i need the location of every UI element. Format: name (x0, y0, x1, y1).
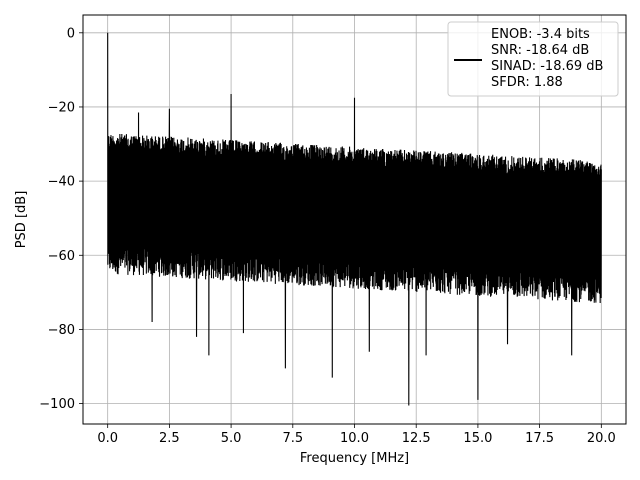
legend-box (447, 21, 619, 97)
plot-area (107, 32, 602, 406)
legend-label-line: ENOB: -3.4 bits (491, 27, 590, 42)
y-tick-label: −40 (48, 175, 75, 190)
y-tick-label: −100 (39, 397, 75, 412)
psd-series-line (107, 32, 602, 406)
legend-label-line: SFDR: 1.88 (491, 75, 563, 90)
y-tick-label: −80 (48, 323, 75, 338)
x-tick-label: 15.0 (463, 431, 492, 446)
legend-label: ENOB: -3.4 bits SNR: -18.64 dB SINAD: -18.… (491, 27, 603, 90)
x-tick-label: 5.0 (221, 431, 242, 446)
x-tick-label: 0.0 (97, 431, 118, 446)
y-tick-label: 0 (67, 26, 75, 41)
y-axis-label: PSD [dB] (14, 191, 29, 249)
x-tick-label: 12.5 (402, 431, 431, 446)
x-tick-label: 2.5 (159, 431, 180, 446)
x-tick-label: 17.5 (525, 431, 554, 446)
legend: ENOB: -3.4 bits SNR: -18.64 dB SINAD: -18.… (447, 21, 619, 97)
legend-label-line: SINAD: -18.69 dB (491, 59, 603, 74)
y-tick-label: −60 (48, 249, 75, 264)
legend-label-line: SNR: -18.64 dB (491, 43, 589, 58)
ticks: 0.0 2.5 5.0 7.5 10.0 12.5 15.0 17.5 20.0 0 −20 −40 −… (39, 26, 616, 446)
y-tick-label: −20 (48, 100, 75, 115)
x-tick-label: 10.0 (340, 431, 369, 446)
x-tick-label: 20.0 (587, 431, 616, 446)
x-axis-label: Frequency [MHz] (300, 451, 409, 466)
x-tick-label: 7.5 (282, 431, 303, 446)
